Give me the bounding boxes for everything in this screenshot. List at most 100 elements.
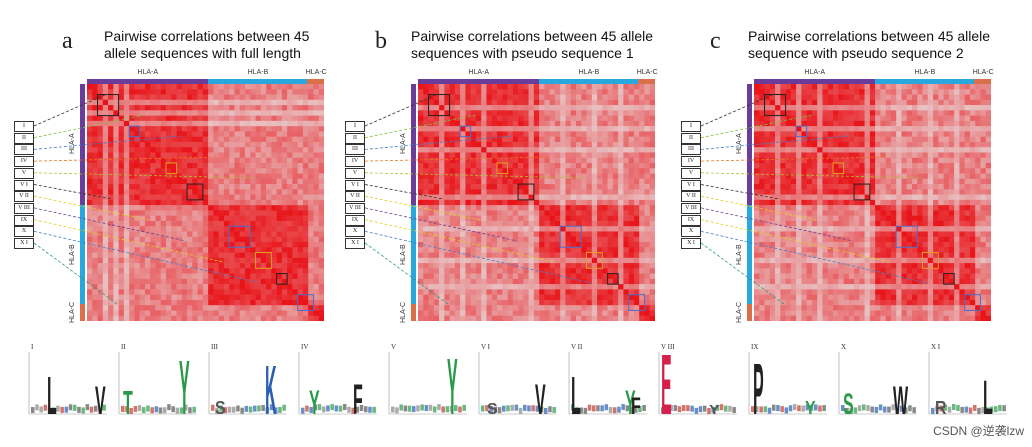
gene-bar-top-hla-c [307, 79, 324, 84]
gene-label-top: HLA-C [636, 69, 658, 76]
sequence-logo-label: II [121, 343, 126, 351]
panel-letter: c [710, 28, 721, 54]
gene-bar-top-hla-b [207, 79, 308, 84]
roman-label-box: III [345, 144, 365, 156]
gene-label-top: HLA-B [578, 69, 600, 76]
panel-title-line2: sequence with pseudo sequence 2 [748, 45, 964, 61]
sequence-logo-label: X [841, 343, 847, 351]
sequence-logo-glyphs: Y [388, 352, 467, 418]
roman-label-box: IX [14, 214, 34, 226]
panel-title: Pairwise correlations between 45 allele … [104, 28, 309, 62]
gene-bar-side-hla-b [747, 204, 752, 305]
roman-label-box: I [14, 121, 34, 132]
sequence-logo-label: IX [751, 343, 759, 351]
gene-label-top: HLA-C [305, 69, 327, 76]
gene-bar-top-hla-c [638, 79, 655, 84]
panel-title-line1: Pairwise correlations between 45 [104, 28, 310, 44]
correlation-heatmap [418, 84, 655, 321]
roman-label-box: V [681, 167, 701, 179]
roman-label-box: IV [14, 156, 34, 168]
sequence-logo-label: III [211, 343, 218, 351]
sequence-logo-glyphs: LR [928, 352, 1007, 418]
panel-title: Pairwise correlations between 45 allele … [411, 28, 653, 62]
gene-bar-top-hla-c [974, 79, 991, 84]
gene-bar-side-hla-c [80, 304, 85, 321]
sequence-logo-label: I [31, 343, 34, 351]
roman-label-box: X I [345, 238, 365, 249]
roman-label-box: V II [681, 191, 701, 203]
gene-bar-top-hla-a [418, 79, 539, 84]
sequence-logo-glyphs: L YF [568, 352, 647, 418]
sequence-logo: V II L Y F [565, 340, 649, 420]
panel-title-line2: allele sequences with full length [104, 45, 301, 61]
gene-bar-top-hla-b [538, 79, 639, 84]
roman-label-box: V I [345, 179, 365, 191]
correlation-heatmap [87, 84, 324, 321]
roman-label-box: V III [345, 202, 365, 214]
watermark: CSDN @逆袭lzw [933, 424, 1024, 438]
panel-c: c Pairwise correlations between 45 allel… [670, 0, 1010, 330]
panel-title-line1: Pairwise correlations between 45 allele [411, 28, 654, 44]
gene-label-top: HLA-B [914, 69, 936, 76]
sequence-logo-glyphs: VS [478, 352, 557, 418]
roman-label-box: V I [681, 179, 701, 191]
gene-bar-side-hla-c [411, 304, 416, 321]
roman-label-box: IV [345, 156, 365, 168]
panel-a: a Pairwise correlations between 45 allel… [0, 0, 340, 330]
roman-label-box: I [345, 121, 365, 132]
gene-bar-top-hla-a [754, 79, 875, 84]
roman-label-box: II [345, 132, 365, 144]
roman-label-box: X [14, 226, 34, 238]
correlation-heatmap [754, 84, 991, 321]
roman-label-box: III [14, 144, 34, 156]
roman-label-box: X I [681, 238, 701, 249]
panel-letter: b [375, 28, 387, 54]
panel-title-line1: Pairwise correlations between 45 allele [748, 28, 991, 44]
gene-bar-side-hla-c [747, 304, 752, 321]
roman-label-box: II [681, 132, 701, 144]
gene-bar-top-hla-b [874, 79, 975, 84]
gene-label-top: HLA-A [804, 69, 826, 76]
gene-bar-side-hla-a [80, 84, 85, 205]
panel-b: b Pairwise correlations between 45 allel… [335, 0, 675, 330]
roman-label-box: V [345, 167, 365, 179]
roman-label-box: V II [14, 191, 34, 203]
gene-label-top: HLA-C [972, 69, 994, 76]
sequence-logo-label: V I [481, 343, 491, 351]
gene-bar-side-hla-b [411, 204, 416, 305]
sequence-logo-label: IV [301, 343, 309, 351]
roman-label-box: V III [681, 202, 701, 214]
roman-label-box: IX [345, 214, 365, 226]
gene-bar-top-hla-a [87, 79, 208, 84]
panel-letter: a [62, 28, 73, 54]
sequence-logo: II T Y [115, 340, 199, 420]
panel-title-line2: sequences with pseudo sequence 1 [411, 45, 634, 61]
roman-label-box: X I [14, 238, 34, 249]
gene-bar-side-hla-a [747, 84, 752, 205]
roman-label-box: I [681, 121, 701, 132]
sequence-logo: IV Y F [295, 340, 379, 420]
gene-bar-side-hla-b [80, 204, 85, 305]
roman-label-box: X [345, 226, 365, 238]
roman-label-box: IV [681, 156, 701, 168]
roman-label-box: V I [14, 179, 34, 191]
sequence-logo-label: X I [931, 343, 941, 351]
gene-label-top: HLA-B [247, 69, 269, 76]
sequence-logo: III K S [205, 340, 289, 420]
sequence-logo: V III E Y [655, 340, 739, 420]
